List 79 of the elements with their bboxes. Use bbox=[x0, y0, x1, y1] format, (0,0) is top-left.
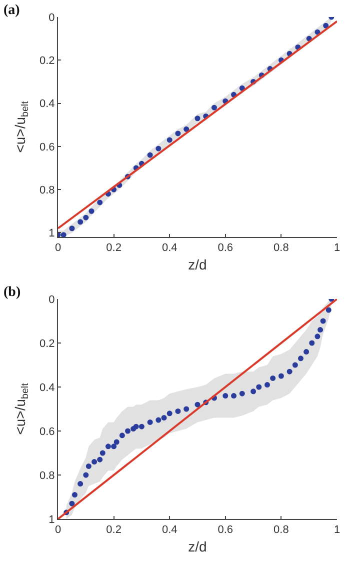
x-axis-title: z/d bbox=[188, 256, 207, 272]
point bbox=[304, 349, 310, 355]
y-tick-label: 0.4 bbox=[40, 98, 55, 110]
point bbox=[175, 130, 181, 136]
point bbox=[78, 481, 84, 487]
point bbox=[69, 500, 75, 506]
point bbox=[83, 214, 89, 220]
y-tick-label: 0 bbox=[48, 294, 55, 306]
point bbox=[320, 318, 326, 324]
point bbox=[100, 450, 106, 456]
point bbox=[264, 382, 270, 388]
point bbox=[86, 463, 92, 469]
point bbox=[309, 340, 315, 346]
chart-title: (a) bbox=[4, 3, 20, 18]
y-tick-label: 1 bbox=[48, 228, 55, 240]
point bbox=[222, 393, 228, 399]
point bbox=[286, 368, 292, 374]
x-tick-label: 0.4 bbox=[162, 524, 178, 536]
point bbox=[194, 116, 200, 122]
point bbox=[166, 137, 172, 143]
point bbox=[184, 406, 190, 412]
chart-title: (b) bbox=[4, 285, 21, 300]
point bbox=[239, 390, 245, 396]
x-tick-label: 0.4 bbox=[162, 242, 178, 254]
point bbox=[166, 410, 172, 416]
y-tick-label: 0.8 bbox=[40, 184, 55, 196]
point bbox=[278, 373, 284, 379]
x-tick-label: 0.6 bbox=[218, 242, 234, 254]
y-tick-label: 0.4 bbox=[40, 382, 55, 394]
point bbox=[298, 356, 304, 362]
y-tick-label: 0.2 bbox=[40, 54, 55, 67]
point bbox=[83, 472, 89, 478]
y-tick-label: 1 bbox=[48, 514, 55, 526]
point bbox=[156, 146, 162, 152]
point bbox=[147, 152, 153, 158]
x-tick-label: 0.8 bbox=[274, 524, 289, 536]
y-tick-label: 0.6 bbox=[40, 141, 55, 154]
point bbox=[125, 428, 130, 434]
y-tick-label: 0.6 bbox=[40, 426, 55, 438]
x-tick-label: 1 bbox=[334, 524, 340, 536]
point bbox=[114, 439, 120, 445]
point bbox=[211, 104, 217, 110]
point bbox=[156, 417, 162, 423]
point bbox=[97, 200, 103, 206]
point bbox=[147, 419, 153, 425]
point bbox=[175, 408, 181, 414]
y-tick-label: 0.8 bbox=[40, 470, 55, 482]
point bbox=[292, 362, 298, 368]
x-tick-label: 0.8 bbox=[274, 242, 289, 254]
point bbox=[69, 226, 75, 232]
point bbox=[323, 22, 329, 28]
point bbox=[314, 334, 320, 340]
point bbox=[88, 208, 94, 214]
point bbox=[250, 388, 256, 394]
x-tick-label: 0.2 bbox=[106, 242, 122, 254]
point bbox=[111, 444, 117, 450]
point bbox=[60, 232, 66, 237]
point bbox=[138, 424, 144, 430]
point bbox=[194, 402, 200, 408]
point bbox=[97, 456, 103, 462]
point bbox=[133, 424, 139, 430]
x-tick-label: 0.6 bbox=[218, 524, 234, 536]
y-tick-label: 0.2 bbox=[40, 338, 55, 350]
point bbox=[119, 432, 125, 438]
point bbox=[92, 459, 98, 465]
x-tick-label: 0.2 bbox=[106, 524, 122, 536]
point bbox=[270, 375, 276, 381]
point bbox=[78, 219, 84, 225]
point bbox=[72, 492, 78, 498]
x-axis-title: z/d bbox=[188, 538, 207, 554]
point bbox=[161, 415, 167, 421]
x-tick-label: 1 bbox=[334, 242, 340, 254]
point bbox=[105, 444, 111, 450]
point bbox=[326, 307, 332, 313]
point bbox=[256, 384, 262, 390]
y-tick-label: 0 bbox=[48, 12, 55, 24]
point bbox=[184, 126, 190, 132]
point bbox=[318, 327, 324, 333]
point bbox=[231, 393, 237, 399]
